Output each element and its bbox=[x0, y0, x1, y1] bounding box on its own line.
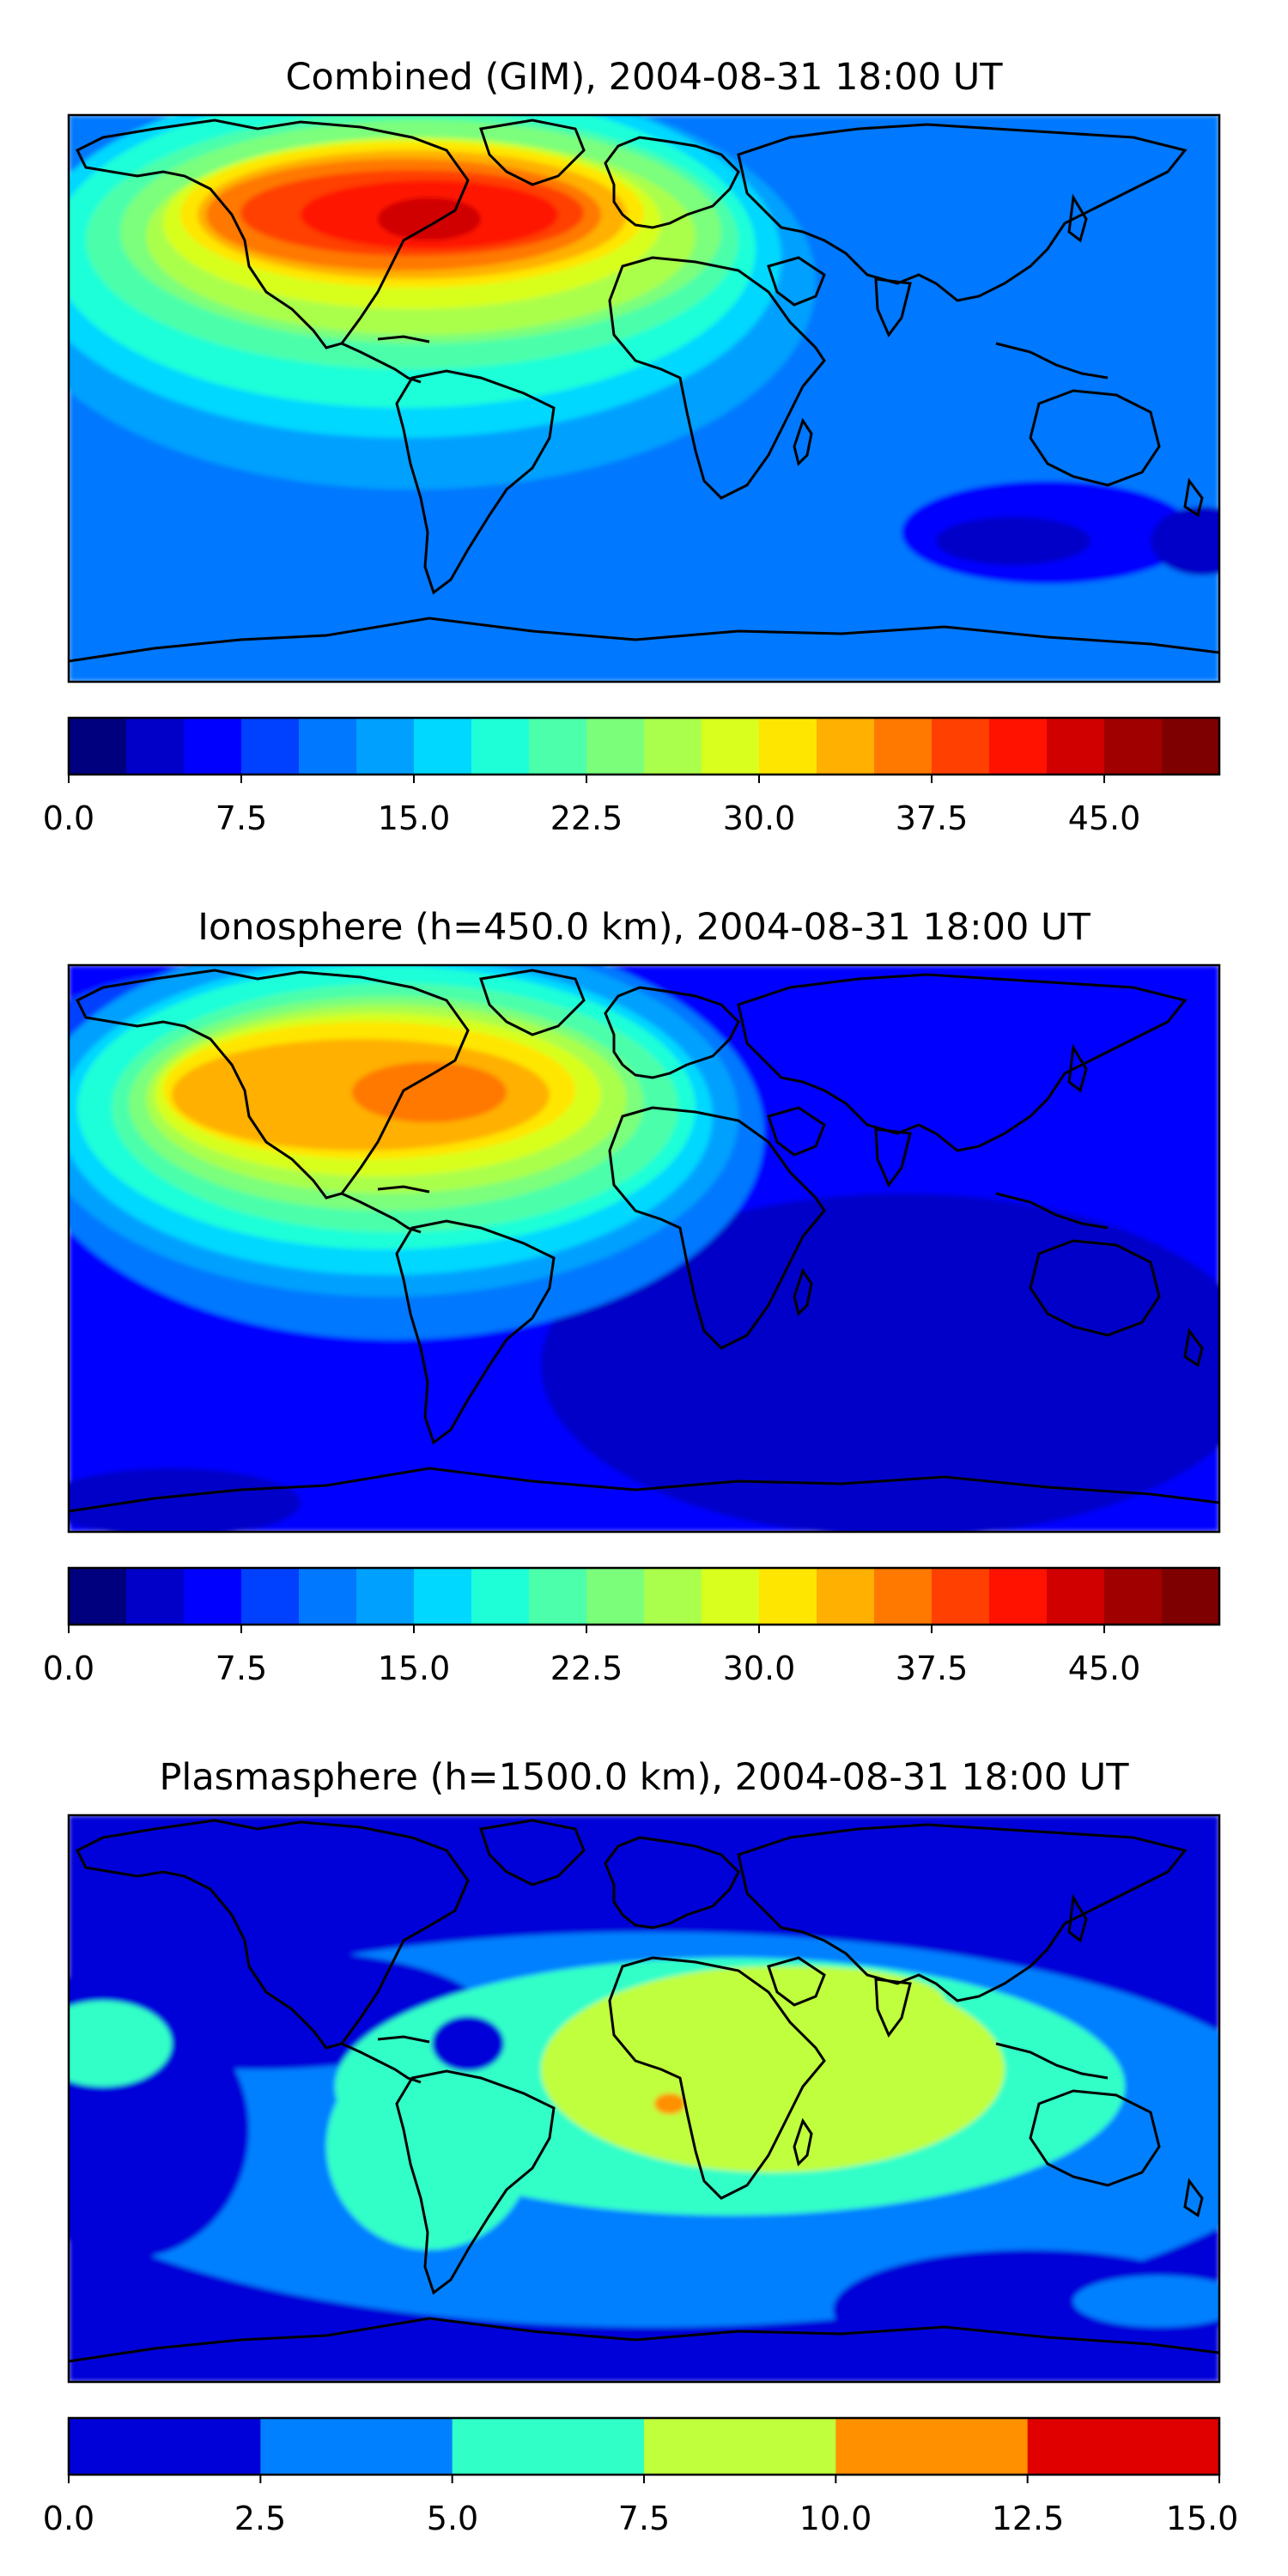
colorbar-3-tick: 5.0 bbox=[427, 2500, 478, 2537]
colorbar-1-tick: 37.5 bbox=[896, 799, 969, 837]
colorbar-2-swatch bbox=[1104, 1568, 1163, 1625]
colorbar-1-frame bbox=[67, 716, 1221, 776]
panel-3-title: Plasmasphere (h=1500.0 km), 2004-08-31 1… bbox=[159, 1756, 1129, 1799]
panel-plasmasphere: Plasmasphere (h=1500.0 km), 2004-08-31 1… bbox=[43, 1756, 1239, 2537]
colorbar-2-swatch bbox=[874, 1568, 933, 1625]
colorbar-2-frame bbox=[67, 1566, 1221, 1626]
colorbar-2-swatch bbox=[69, 1568, 127, 1625]
colorbar-1-swatch bbox=[299, 718, 357, 775]
colorbar-1-swatch bbox=[644, 718, 702, 775]
colorbar-2-tick: 0.0 bbox=[43, 1649, 94, 1687]
colorbar-2-tick: 15.0 bbox=[378, 1649, 451, 1687]
colorbar-1-swatch bbox=[471, 718, 530, 775]
colorbar-2-tick: 22.5 bbox=[550, 1649, 623, 1687]
colorbar-1-swatch bbox=[241, 718, 300, 775]
colorbar-1-tick: 7.5 bbox=[216, 799, 267, 837]
colorbar-3-swatch bbox=[1027, 2418, 1220, 2475]
colorbar-2-swatch bbox=[989, 1568, 1048, 1625]
colorbar-2-swatch bbox=[414, 1568, 472, 1625]
colorbar-1-swatch bbox=[702, 718, 760, 775]
colorbar-2-swatch bbox=[932, 1568, 990, 1625]
colorbar-1-swatch bbox=[989, 718, 1048, 775]
colorbar-1-swatch bbox=[184, 718, 242, 775]
colorbar-2-swatch bbox=[184, 1568, 242, 1625]
colorbar-1-swatch bbox=[586, 718, 645, 775]
colorbar-2-swatch bbox=[702, 1568, 760, 1625]
colorbar-1-tick: 30.0 bbox=[723, 799, 796, 837]
colorbar-3-swatch bbox=[452, 2418, 645, 2475]
colorbar-2-swatch bbox=[529, 1568, 587, 1625]
colorbar-3-swatch bbox=[260, 2418, 453, 2475]
map-1-frame bbox=[67, 113, 1221, 683]
colorbar-2 bbox=[67, 1566, 1221, 1633]
colorbar-3-tick: 2.5 bbox=[234, 2500, 286, 2537]
panel-ionosphere: Ionosphere (h=450.0 km), 2004-08-31 18:0… bbox=[43, 906, 1221, 1687]
colorbar-1-swatch bbox=[1047, 718, 1105, 775]
colorbar-2-tick: 45.0 bbox=[1068, 1649, 1141, 1687]
colorbar-2-tick: 7.5 bbox=[216, 1649, 267, 1687]
colorbar-1-swatch bbox=[126, 718, 185, 775]
colorbar-2-swatch bbox=[644, 1568, 702, 1625]
colorbar-2-swatch bbox=[126, 1568, 185, 1625]
colorbar-3-tick: 15.0 bbox=[1166, 2500, 1239, 2537]
colorbar-1-swatch bbox=[932, 718, 990, 775]
colorbar-1-swatch bbox=[1162, 718, 1220, 775]
colorbar-3-tick: 0.0 bbox=[43, 2500, 94, 2537]
colorbar-3-swatch bbox=[644, 2418, 836, 2475]
colorbar-1-swatch bbox=[759, 718, 817, 775]
colorbar-2-tick: 37.5 bbox=[896, 1649, 969, 1687]
colorbar-2-swatch bbox=[759, 1568, 817, 1625]
colorbar-1-swatch bbox=[414, 718, 472, 775]
panel-1-title: Combined (GIM), 2004-08-31 18:00 UT bbox=[285, 56, 1003, 99]
map-3-field bbox=[69, 1815, 1219, 2382]
panel-2-title: Ionosphere (h=450.0 km), 2004-08-31 18:0… bbox=[197, 906, 1091, 949]
colorbar-3-swatch bbox=[69, 2418, 261, 2475]
colorbar-1-swatch bbox=[817, 718, 875, 775]
colorbar-3-tick: 10.0 bbox=[799, 2500, 872, 2537]
colorbar-3 bbox=[67, 2416, 1221, 2483]
colorbar-2-tick: 30.0 bbox=[723, 1649, 796, 1687]
colorbar-2-swatch bbox=[1047, 1568, 1105, 1625]
colorbar-1-tick: 15.0 bbox=[378, 799, 451, 837]
colorbar-2-swatch bbox=[241, 1568, 300, 1625]
colorbar-3-tick: 7.5 bbox=[618, 2500, 670, 2537]
colorbar-2-swatch bbox=[356, 1568, 415, 1625]
map-2-frame bbox=[67, 963, 1221, 1534]
colorbar-1-tick: 45.0 bbox=[1068, 799, 1141, 837]
colorbar-2-swatch bbox=[586, 1568, 645, 1625]
colorbar-1-swatch bbox=[1104, 718, 1163, 775]
colorbar-3-tick: 12.5 bbox=[992, 2500, 1065, 2537]
colorbar-2-swatch bbox=[471, 1568, 530, 1625]
colorbar-1-swatch bbox=[529, 718, 587, 775]
map-3-frame bbox=[67, 1814, 1221, 2384]
colorbar-2-ticks: 0.0 7.5 15.0 22.5 30.0 37.5 45.0 bbox=[43, 1649, 1141, 1687]
map-1-field bbox=[69, 115, 1219, 682]
colorbar-3-swatch bbox=[835, 2418, 1029, 2475]
colorbar-1-swatch bbox=[69, 718, 127, 775]
colorbar-1-swatch bbox=[874, 718, 933, 775]
colorbar-3-ticks: 0.0 2.5 5.0 7.5 10.0 12.5 15.0 bbox=[43, 2500, 1239, 2537]
colorbar-1-ticks: 0.0 7.5 15.0 22.5 30.0 37.5 45.0 bbox=[43, 799, 1141, 837]
colorbar-1-tick: 22.5 bbox=[550, 799, 623, 837]
map-2-field bbox=[69, 965, 1219, 1532]
panel-combined: Combined (GIM), 2004-08-31 18:00 UT bbox=[43, 56, 1221, 837]
colorbar-2-swatch bbox=[299, 1568, 357, 1625]
colorbar-1-swatch bbox=[356, 718, 415, 775]
colorbar-2-swatch bbox=[1162, 1568, 1220, 1625]
colorbar-1 bbox=[67, 716, 1221, 783]
colorbar-1-tick: 0.0 bbox=[43, 799, 94, 837]
colorbar-2-swatch bbox=[817, 1568, 875, 1625]
